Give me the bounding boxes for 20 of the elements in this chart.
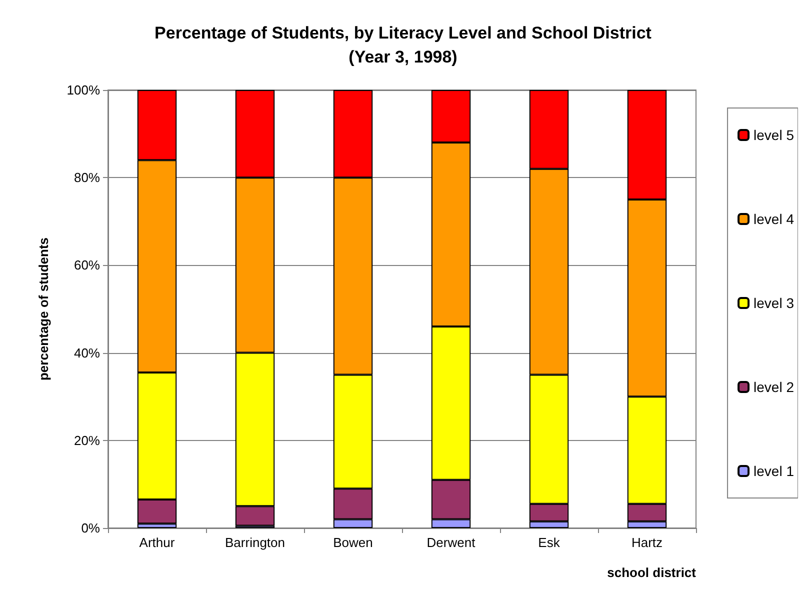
legend-label: level 5 xyxy=(754,127,794,143)
y-tick-label: 20% xyxy=(74,432,100,448)
x-axis-title: school district xyxy=(607,565,697,580)
x-tick-label: Hartz xyxy=(631,535,663,550)
chart-title: Percentage of Students, by Literacy Level and School District (Year 3, 1998) xyxy=(154,24,652,66)
y-tick-label: 60% xyxy=(74,258,100,273)
legend-label: level 2 xyxy=(754,379,794,395)
legend-label: level 1 xyxy=(754,463,794,479)
y-tick-label: 100% xyxy=(66,82,100,98)
x-tick-label: Bowen xyxy=(333,535,373,550)
x-tick-label: Arthur xyxy=(139,535,176,550)
legend-label: level 4 xyxy=(754,211,794,227)
x-tick-label: Barrington xyxy=(225,535,285,550)
y-tick-label: 40% xyxy=(74,345,100,360)
x-tick-label: Derwent xyxy=(426,535,476,550)
y-tick-label: 80% xyxy=(74,170,100,186)
x-tick-label: Esk xyxy=(538,535,560,550)
y-tick-label: 0% xyxy=(81,520,100,536)
y-axis-title: percentage of students xyxy=(36,237,51,381)
legend-label: level 3 xyxy=(754,295,794,311)
